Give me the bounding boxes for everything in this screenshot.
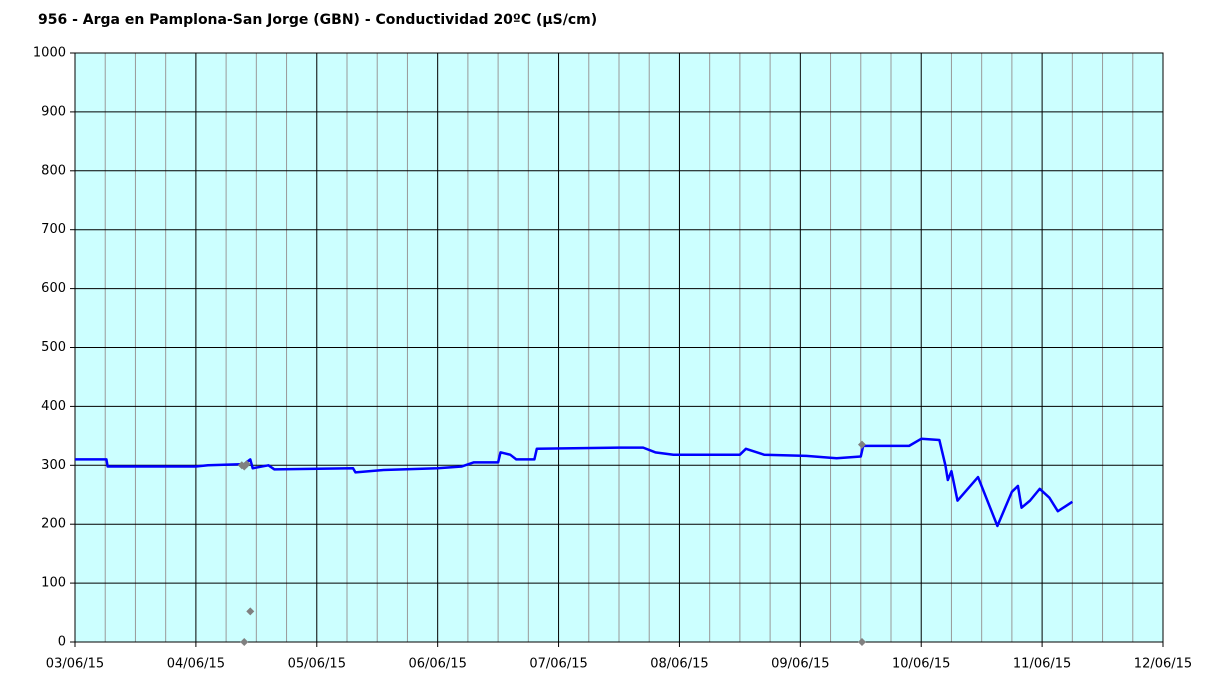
x-tick-label: 04/06/15 <box>167 657 225 672</box>
data-line <box>75 437 1074 528</box>
data-point <box>857 440 866 449</box>
x-tick-label: 06/06/15 <box>408 657 466 672</box>
y-tick-label: 300 <box>41 458 66 473</box>
y-tick-label: 800 <box>41 163 66 178</box>
y-tick-label: 500 <box>41 340 66 355</box>
y-tick-label: 700 <box>41 222 66 237</box>
x-tick-label: 12/06/15 <box>1134 657 1192 672</box>
data-point <box>242 460 251 469</box>
data-point <box>246 607 255 616</box>
x-tick-label: 05/06/15 <box>288 657 346 672</box>
y-tick-label: 200 <box>41 517 66 532</box>
y-tick-label: 100 <box>41 576 66 591</box>
x-tick-label: 03/06/15 <box>46 657 104 672</box>
x-tick-label: 08/06/15 <box>650 657 708 672</box>
y-tick-label: 1000 <box>33 46 66 61</box>
chart-title: 956 - Arga en Pamplona-San Jorge (GBN) -… <box>38 12 597 28</box>
y-tick-label: 0 <box>58 635 66 650</box>
y-tick-label: 900 <box>41 104 66 119</box>
x-tick-label: 11/06/15 <box>1013 657 1071 672</box>
x-tick-label: 09/06/15 <box>771 657 829 672</box>
data-point <box>240 638 249 646</box>
x-tick-label: 07/06/15 <box>529 657 587 672</box>
data-point <box>857 638 866 646</box>
plot-border <box>74 52 1164 643</box>
x-tick-label: 10/06/15 <box>892 657 950 672</box>
y-tick-label: 600 <box>41 281 66 296</box>
y-tick-label: 400 <box>41 399 66 414</box>
